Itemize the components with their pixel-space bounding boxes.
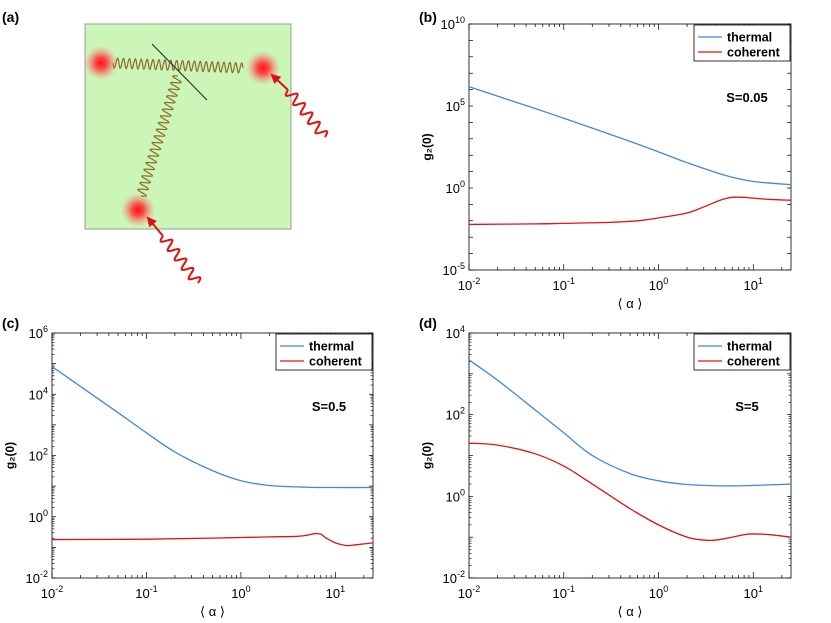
photon-wave-icon <box>159 235 202 284</box>
x-tick-label: 100 <box>231 584 250 601</box>
y-tick-label: 100 <box>446 179 465 196</box>
particle-icon <box>84 46 118 80</box>
legend-label-coherent: coherent <box>309 355 363 369</box>
mirror-line-icon <box>151 43 208 101</box>
x-tick-label: 100 <box>649 584 668 601</box>
x-tick-label: 100 <box>649 276 668 293</box>
y-tick-label: 10-2 <box>443 569 465 586</box>
chart-d: 10-2 10-1 100 101 10-2 100 102 104 ⟨ α ⟩ g₂(0) the… <box>420 324 792 619</box>
y-tick-label: 1010 <box>441 15 465 32</box>
y-axis-label: g₂(0) <box>420 442 434 469</box>
x-tick-label: 10-2 <box>458 276 480 293</box>
annotation-label: S=5 <box>735 399 759 414</box>
photon-wave-icon <box>284 89 329 138</box>
panel-label-b: (b) <box>419 9 437 25</box>
y-tick-label: 10-5 <box>443 261 465 278</box>
x-tick-label: 101 <box>326 584 345 601</box>
panel-label-c: (c) <box>2 315 19 331</box>
legend-label-coherent: coherent <box>727 46 781 60</box>
x-tick-label: 10-2 <box>458 584 480 601</box>
annotation-label: S=0.05 <box>726 90 768 105</box>
series-line-thermal <box>469 359 791 487</box>
x-axis-label: ⟨ α ⟩ <box>200 604 225 618</box>
x-tick-label: 10-1 <box>135 584 157 601</box>
series-line-thermal <box>52 366 373 489</box>
panel-label-d: (d) <box>419 315 437 331</box>
charts-group: 10-2 10-1 100 101 10-5 100 105 1010 ⟨ α ⟩ g₂(0) th… <box>3 15 792 619</box>
x-axis-label: ⟨ α ⟩ <box>618 604 643 618</box>
plot-area <box>468 332 792 579</box>
x-tick-label: 10-1 <box>553 584 575 601</box>
annotation-label: S=0.5 <box>312 399 346 414</box>
series-line-coherent <box>469 196 791 226</box>
y-tick-label: 102 <box>446 406 465 423</box>
spring-icon <box>112 57 244 74</box>
legend-box <box>275 333 373 371</box>
legend-label-thermal: thermal <box>309 340 354 354</box>
plot-area <box>51 332 374 579</box>
series-line-coherent <box>469 442 791 542</box>
legend-label-coherent: coherent <box>727 355 781 369</box>
particle-icon <box>246 51 280 85</box>
plot-area <box>468 23 792 271</box>
y-tick-label: 102 <box>29 447 48 464</box>
y-tick-label: 106 <box>29 324 48 341</box>
chart-b: 10-2 10-1 100 101 10-5 100 105 1010 ⟨ α ⟩ g₂(0) th… <box>420 15 792 311</box>
x-tick-label: 10-1 <box>553 276 575 293</box>
y-tick-label: 100 <box>446 487 465 504</box>
y-tick-label: 104 <box>29 385 48 402</box>
y-tick-label: 10-2 <box>26 569 48 586</box>
x-tick-label: 101 <box>744 276 763 293</box>
x-tick-label: 10-2 <box>41 584 63 601</box>
legend-label-thermal: thermal <box>727 31 772 45</box>
legend-label-thermal: thermal <box>727 340 772 354</box>
spring-icon <box>137 75 182 197</box>
series-line-thermal <box>469 86 791 186</box>
y-axis-label: g₂(0) <box>420 133 434 160</box>
particle-icon <box>121 193 155 227</box>
y-tick-label: 100 <box>29 508 48 525</box>
photon-arrow-icon <box>146 216 164 237</box>
panel-label-a: (a) <box>2 9 19 25</box>
x-axis-label: ⟨ α ⟩ <box>618 296 643 311</box>
legend-box <box>693 24 791 62</box>
y-tick-label: 105 <box>446 97 465 114</box>
schematic-panel <box>84 23 329 284</box>
y-tick-label: 104 <box>446 324 465 341</box>
x-tick-label: 101 <box>744 584 763 601</box>
legend-box <box>693 333 791 371</box>
y-axis-label: g₂(0) <box>3 442 17 469</box>
photon-arrow-icon <box>270 73 289 91</box>
chart-c: 10-2 10-1 100 101 10-2 100 102 104 106 ⟨ α ⟩ g₂(0)… <box>3 324 374 619</box>
series-line-coherent <box>52 532 373 547</box>
